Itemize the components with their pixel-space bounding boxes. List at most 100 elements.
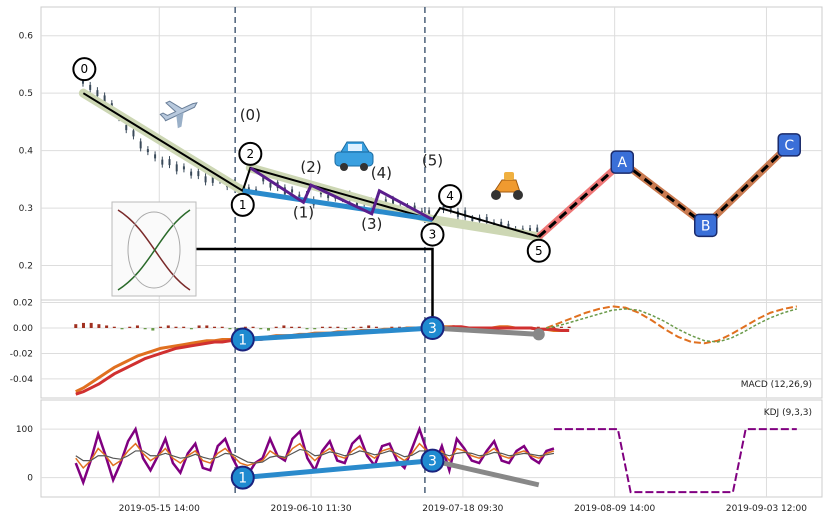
wave-label-circle — [526, 238, 551, 263]
macd-hist-bar — [282, 325, 286, 328]
macd-ytick-label: -0.02 — [10, 349, 33, 359]
macd-tail-line — [432, 325, 539, 337]
wave-label-circle — [238, 141, 263, 166]
airplane-body — [159, 100, 198, 122]
sub-wave-label: (4) — [371, 164, 392, 182]
macd-hist-bar — [166, 325, 170, 328]
kdj-k-line — [75, 442, 555, 470]
xtick-label: 2019-05-15 14:00 — [119, 504, 200, 514]
price-ytick-label: 0.5 — [19, 89, 33, 99]
macd-panel-label: MACD (12,26,9) — [741, 380, 812, 390]
wave-label-circle — [72, 57, 97, 82]
kdj-d-line — [75, 448, 555, 464]
wave-label: 5 — [535, 244, 543, 258]
macd-hist-bar — [344, 328, 348, 330]
price-ytick-label: 0.2 — [19, 262, 33, 272]
projection-leg-bc — [620, 142, 792, 230]
kdj-ytick-label: 0 — [27, 474, 33, 484]
inset-thumbnail — [111, 201, 197, 297]
abc-label: C — [784, 138, 794, 154]
scooter-seat — [504, 172, 514, 180]
macd-hist-bar — [120, 328, 124, 330]
car-wheel — [340, 163, 348, 171]
macd-hist-bar — [182, 326, 186, 328]
macd-marker-label: 3 — [428, 321, 437, 337]
inset-curve — [117, 209, 191, 291]
xtick-label: 2019-07-18 09:30 — [422, 504, 503, 514]
kdj-marker-circle — [230, 465, 255, 490]
macd-hist-bar — [567, 326, 571, 328]
price-divergence-line — [242, 188, 433, 223]
macd-hist-bar — [159, 326, 163, 328]
kdj-panel-frame — [40, 399, 823, 498]
macd-divergence-line — [242, 325, 433, 342]
car-window — [348, 144, 362, 151]
abc-label-box — [693, 213, 718, 238]
macd-hist-bar — [274, 326, 278, 328]
macd-hist-bar — [251, 326, 255, 328]
macd-hist-bar — [328, 326, 332, 328]
macd-ytick-label: 0.00 — [13, 324, 33, 334]
car-body — [334, 151, 374, 167]
macd-hist-bar — [197, 325, 201, 328]
macd-marker-circle — [230, 327, 255, 352]
macd-hist-bar — [97, 324, 101, 328]
macd-marker-circle — [420, 316, 445, 340]
wave-label: 3 — [429, 228, 437, 242]
kdj-panel-label: KDJ (9,3,3) — [764, 408, 812, 418]
wave-label-circle — [438, 184, 463, 209]
macd-proj-line — [545, 305, 798, 345]
macd-hist-bar — [367, 325, 371, 328]
wave-label: 1 — [239, 198, 247, 212]
macd-hist-bar — [81, 322, 85, 328]
price-ytick-label: 0.3 — [19, 204, 33, 214]
macd-hist-bar — [552, 326, 556, 328]
wave-label: 2 — [247, 147, 255, 161]
macd-hist-bar — [128, 326, 132, 328]
macd-hist-bar — [205, 325, 209, 328]
macd-hist-bar — [143, 328, 147, 330]
macd-hist-bar — [213, 326, 217, 328]
inset-connector-line — [195, 247, 434, 328]
macd-hist-bar — [398, 326, 402, 328]
macd-hist-bar — [320, 326, 324, 328]
main-wave-line — [82, 92, 540, 238]
macd-hist-bar — [89, 322, 93, 328]
macd-hist-bar — [112, 326, 116, 328]
wave-label: 4 — [446, 189, 454, 203]
macd-hist-bar — [390, 326, 394, 328]
wave-label-circle — [420, 222, 445, 247]
price-ytick-label: 0.6 — [19, 32, 34, 42]
inset-ellipse — [127, 211, 181, 289]
kdj-tail-line — [431, 458, 540, 488]
airplane-wing — [176, 112, 184, 129]
kdj-marker-circle — [420, 448, 445, 473]
abc-label: B — [701, 218, 711, 234]
sub-wave-label: (2) — [300, 158, 321, 176]
macd-hist-bar — [559, 326, 563, 328]
scooter-icon — [491, 172, 523, 200]
wave-halo-2 — [245, 163, 544, 242]
abc-label-box — [777, 133, 801, 157]
macd-hist-bar — [74, 324, 78, 328]
macd-hist-bar — [336, 326, 340, 328]
price-ytick-label: 0.4 — [19, 147, 34, 157]
macd-hist-bar — [189, 328, 193, 330]
macd-hist-bar — [297, 326, 301, 328]
wave-label: 0 — [81, 62, 89, 76]
macd-hist-bar — [243, 326, 247, 328]
abc-label-box — [610, 150, 634, 174]
sub-wave-line — [249, 166, 434, 221]
kdj-ytick-label: 100 — [16, 425, 33, 435]
abc-label: A — [617, 155, 627, 171]
wave-label-circle — [230, 192, 255, 217]
sub-wave-label: (1) — [293, 203, 314, 221]
macd-marker-label: 1 — [238, 332, 247, 348]
projection-dashed-line — [537, 143, 791, 238]
macd-hist-bar — [536, 326, 540, 328]
macd-hist-bar — [359, 326, 363, 328]
macd-hist-bar — [374, 326, 378, 328]
macd-hist-bar — [290, 326, 294, 328]
macd-hist-bar — [313, 328, 317, 330]
